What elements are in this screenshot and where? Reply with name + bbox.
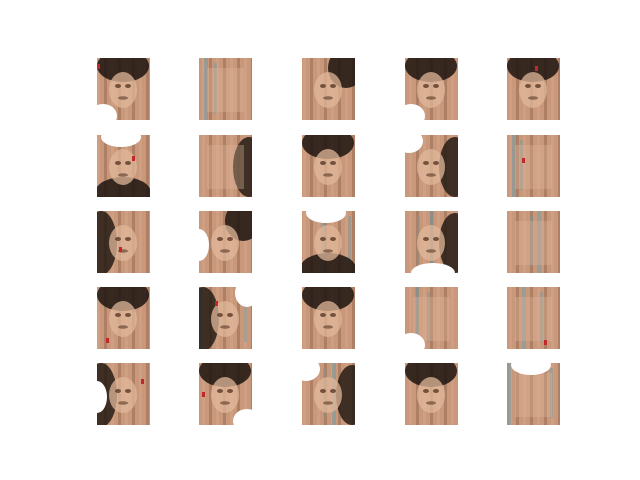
generated-face-tile xyxy=(199,58,252,120)
generated-face-tile xyxy=(405,135,458,197)
generated-face-tile xyxy=(97,211,150,273)
generated-face-tile xyxy=(302,135,355,197)
generated-face-tile xyxy=(302,211,355,273)
generated-face-tile xyxy=(405,287,458,349)
generated-face-tile xyxy=(405,58,458,120)
generated-face-tile xyxy=(97,287,150,349)
generated-face-tile xyxy=(507,58,560,120)
generated-face-tile xyxy=(405,211,458,273)
generated-face-tile xyxy=(97,58,150,120)
generated-face-tile xyxy=(507,363,560,425)
generated-face-tile xyxy=(302,363,355,425)
generated-face-tile xyxy=(199,287,252,349)
generated-face-tile xyxy=(302,287,355,349)
generated-face-tile xyxy=(302,58,355,120)
generated-face-tile xyxy=(507,287,560,349)
generated-face-tile xyxy=(507,211,560,273)
generated-face-tile xyxy=(405,363,458,425)
generated-face-tile xyxy=(199,135,252,197)
generated-face-tile xyxy=(199,363,252,425)
generated-face-tile xyxy=(97,363,150,425)
generated-face-tile xyxy=(97,135,150,197)
generated-face-tile xyxy=(507,135,560,197)
generated-face-tile xyxy=(199,211,252,273)
